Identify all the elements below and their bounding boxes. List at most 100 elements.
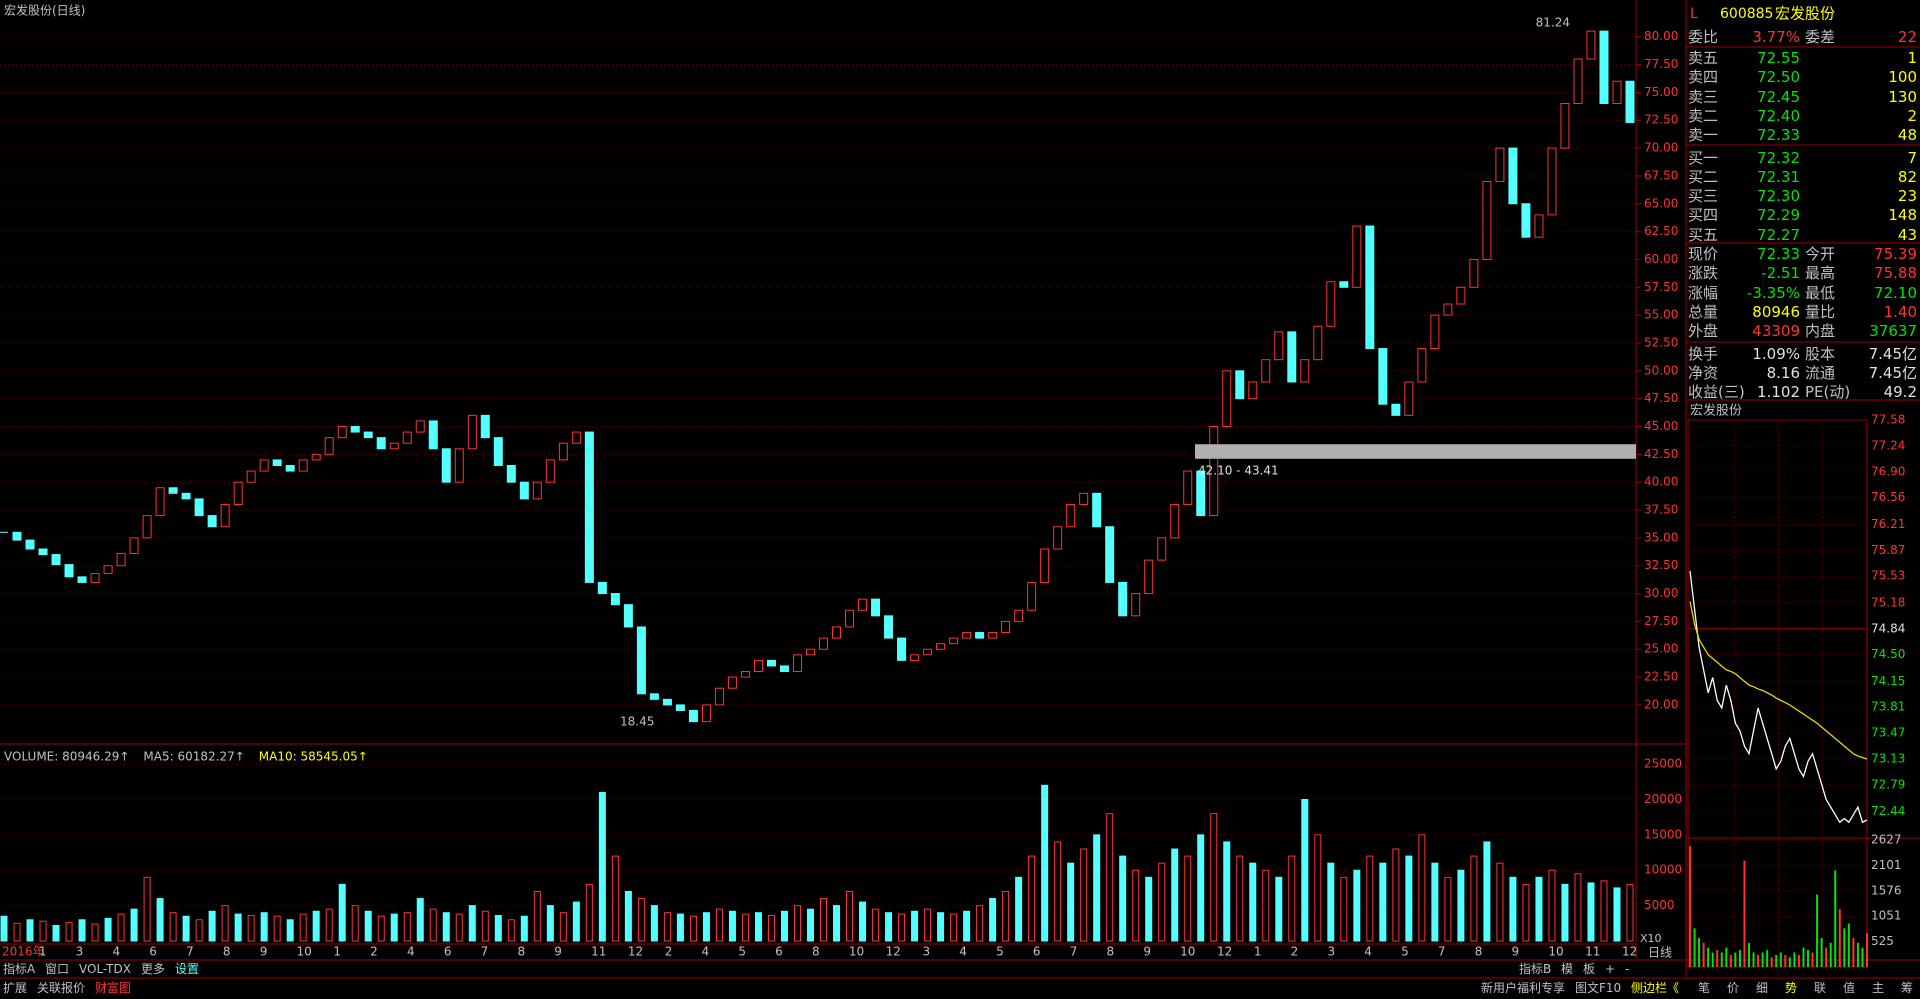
panel-tab[interactable]: 值 [1842,981,1855,995]
toolbar-button[interactable]: 更多 [141,962,166,976]
intraday-line [1689,601,1868,760]
candle [1573,58,1583,105]
volume-bar [572,901,580,942]
volume-bar [13,922,21,942]
toolbar-button[interactable]: 板 [1583,962,1596,976]
x-tick-label: 1 [333,945,341,959]
y-tick-label: 15000 [1644,827,1682,841]
volume-bar [624,890,632,942]
y-tick-label: 45.00 [1644,419,1678,433]
toolbar-button[interactable]: 窗口 [45,962,70,976]
book-label: 买三 [1688,187,1719,206]
toolbar-button[interactable]: + [1605,962,1616,976]
volume-bar [1431,862,1439,942]
candle [688,709,698,723]
book-label: 卖三 [1688,87,1719,106]
book-price: 72.27 [1757,225,1800,244]
candle [1183,470,1193,505]
quote-label: PE(动) [1805,383,1851,402]
volume-bar [676,913,684,942]
quote-value: -2.51 [1761,264,1800,283]
volume-bar [377,915,385,942]
candle [884,615,894,639]
panel-tab[interactable]: 细 [1755,981,1768,995]
y-tick-label: 74.50 [1871,647,1905,661]
ratio-value: 3.77% [1752,28,1800,46]
volume-bar [1509,876,1517,942]
stock-name: 宏发股份 [1775,5,1835,23]
toolbar-button[interactable]: 扩展 [3,981,28,995]
candle [1469,258,1479,288]
x-tick-label: 12 [1217,945,1232,959]
ratio-value: 22 [1897,28,1917,46]
quote-label: 量比 [1805,302,1836,321]
candle [324,437,334,455]
candle [1053,526,1063,550]
candle [936,643,946,650]
y-tick-label: 62.50 [1644,224,1678,238]
y-tick-label: 30.00 [1644,586,1678,600]
market-tag: L [1690,6,1698,22]
candle [155,487,165,517]
book-label: 卖五 [1688,49,1719,67]
panel-tab[interactable]: 筹 [1900,981,1913,995]
volume-bar [1327,862,1335,942]
panel-tab[interactable]: 势 [1784,981,1797,995]
volume-bar [78,919,86,942]
toolbar-button[interactable]: 指标B [1519,962,1552,976]
volume-bar [286,919,294,942]
panel-tab[interactable]: 价 [1726,981,1739,995]
candle [1235,370,1245,400]
y-tick-label: 75.53 [1871,569,1905,583]
ratio-label: 委比 [1688,28,1719,46]
y-tick-label: 77.50 [1644,57,1678,71]
volume-bar [637,898,645,942]
volume-bar [1496,862,1504,942]
y-tick-label: 22.50 [1644,670,1678,684]
x-tick-label: 12 [886,945,901,959]
toolbar-button[interactable]: 图文F10 [1575,981,1622,995]
toolbar-button[interactable]: 指标A [3,962,36,976]
x-tick-label: 7 [1438,945,1446,959]
x-tick-label: 2 [665,945,673,959]
quote-value: 1.40 [1883,302,1917,321]
volume-bar [1197,834,1205,942]
toolbar-button[interactable]: 财富图 [95,981,132,995]
volume-bar [65,922,73,942]
x-tick-label: 2 [1291,945,1299,959]
y-tick-label: 76.21 [1871,517,1905,531]
candle [1118,581,1128,617]
x-tick-label: 5 [996,945,1004,959]
toolbar-button[interactable]: - [1625,962,1630,976]
quote-label: 换手 [1688,344,1719,363]
volume-bar [1015,876,1023,942]
x-tick-label: 4 [959,945,967,959]
volume-bar [507,919,515,942]
quote-value: 49.2 [1883,383,1917,402]
book-price: 72.55 [1757,49,1800,67]
volume-bar [273,915,281,942]
volume-bar [494,915,502,942]
panel-tab[interactable]: 联 [1813,981,1826,995]
toolbar-button[interactable]: 设置 [175,962,200,976]
volume-bar [1353,869,1361,942]
panel-tab[interactable]: 主 [1871,981,1884,995]
stock-code: 600885 [1720,6,1773,22]
book-volume: 100 [1888,68,1917,87]
candle [753,659,763,673]
candle [311,453,321,461]
candle [1352,225,1362,288]
volume-bar [859,901,867,942]
toolbar-button[interactable]: 模 [1561,962,1574,976]
toolbar-button[interactable]: 侧边栏《 [1631,981,1680,995]
volume-bar [1080,848,1088,942]
volume-bar [911,910,919,942]
toolbar-button[interactable]: VOL-TDX [79,962,131,976]
x-tick-label: 4 [1364,945,1372,959]
quote-label: 总量 [1688,302,1719,321]
quote-label: 净资 [1688,363,1719,382]
panel-tab[interactable]: 笔 [1697,981,1710,995]
toolbar-button[interactable]: 新用户福利专享 [1481,981,1566,995]
toolbar-button[interactable]: 关联报价 [37,981,86,995]
quote-label: 最低 [1805,283,1836,302]
